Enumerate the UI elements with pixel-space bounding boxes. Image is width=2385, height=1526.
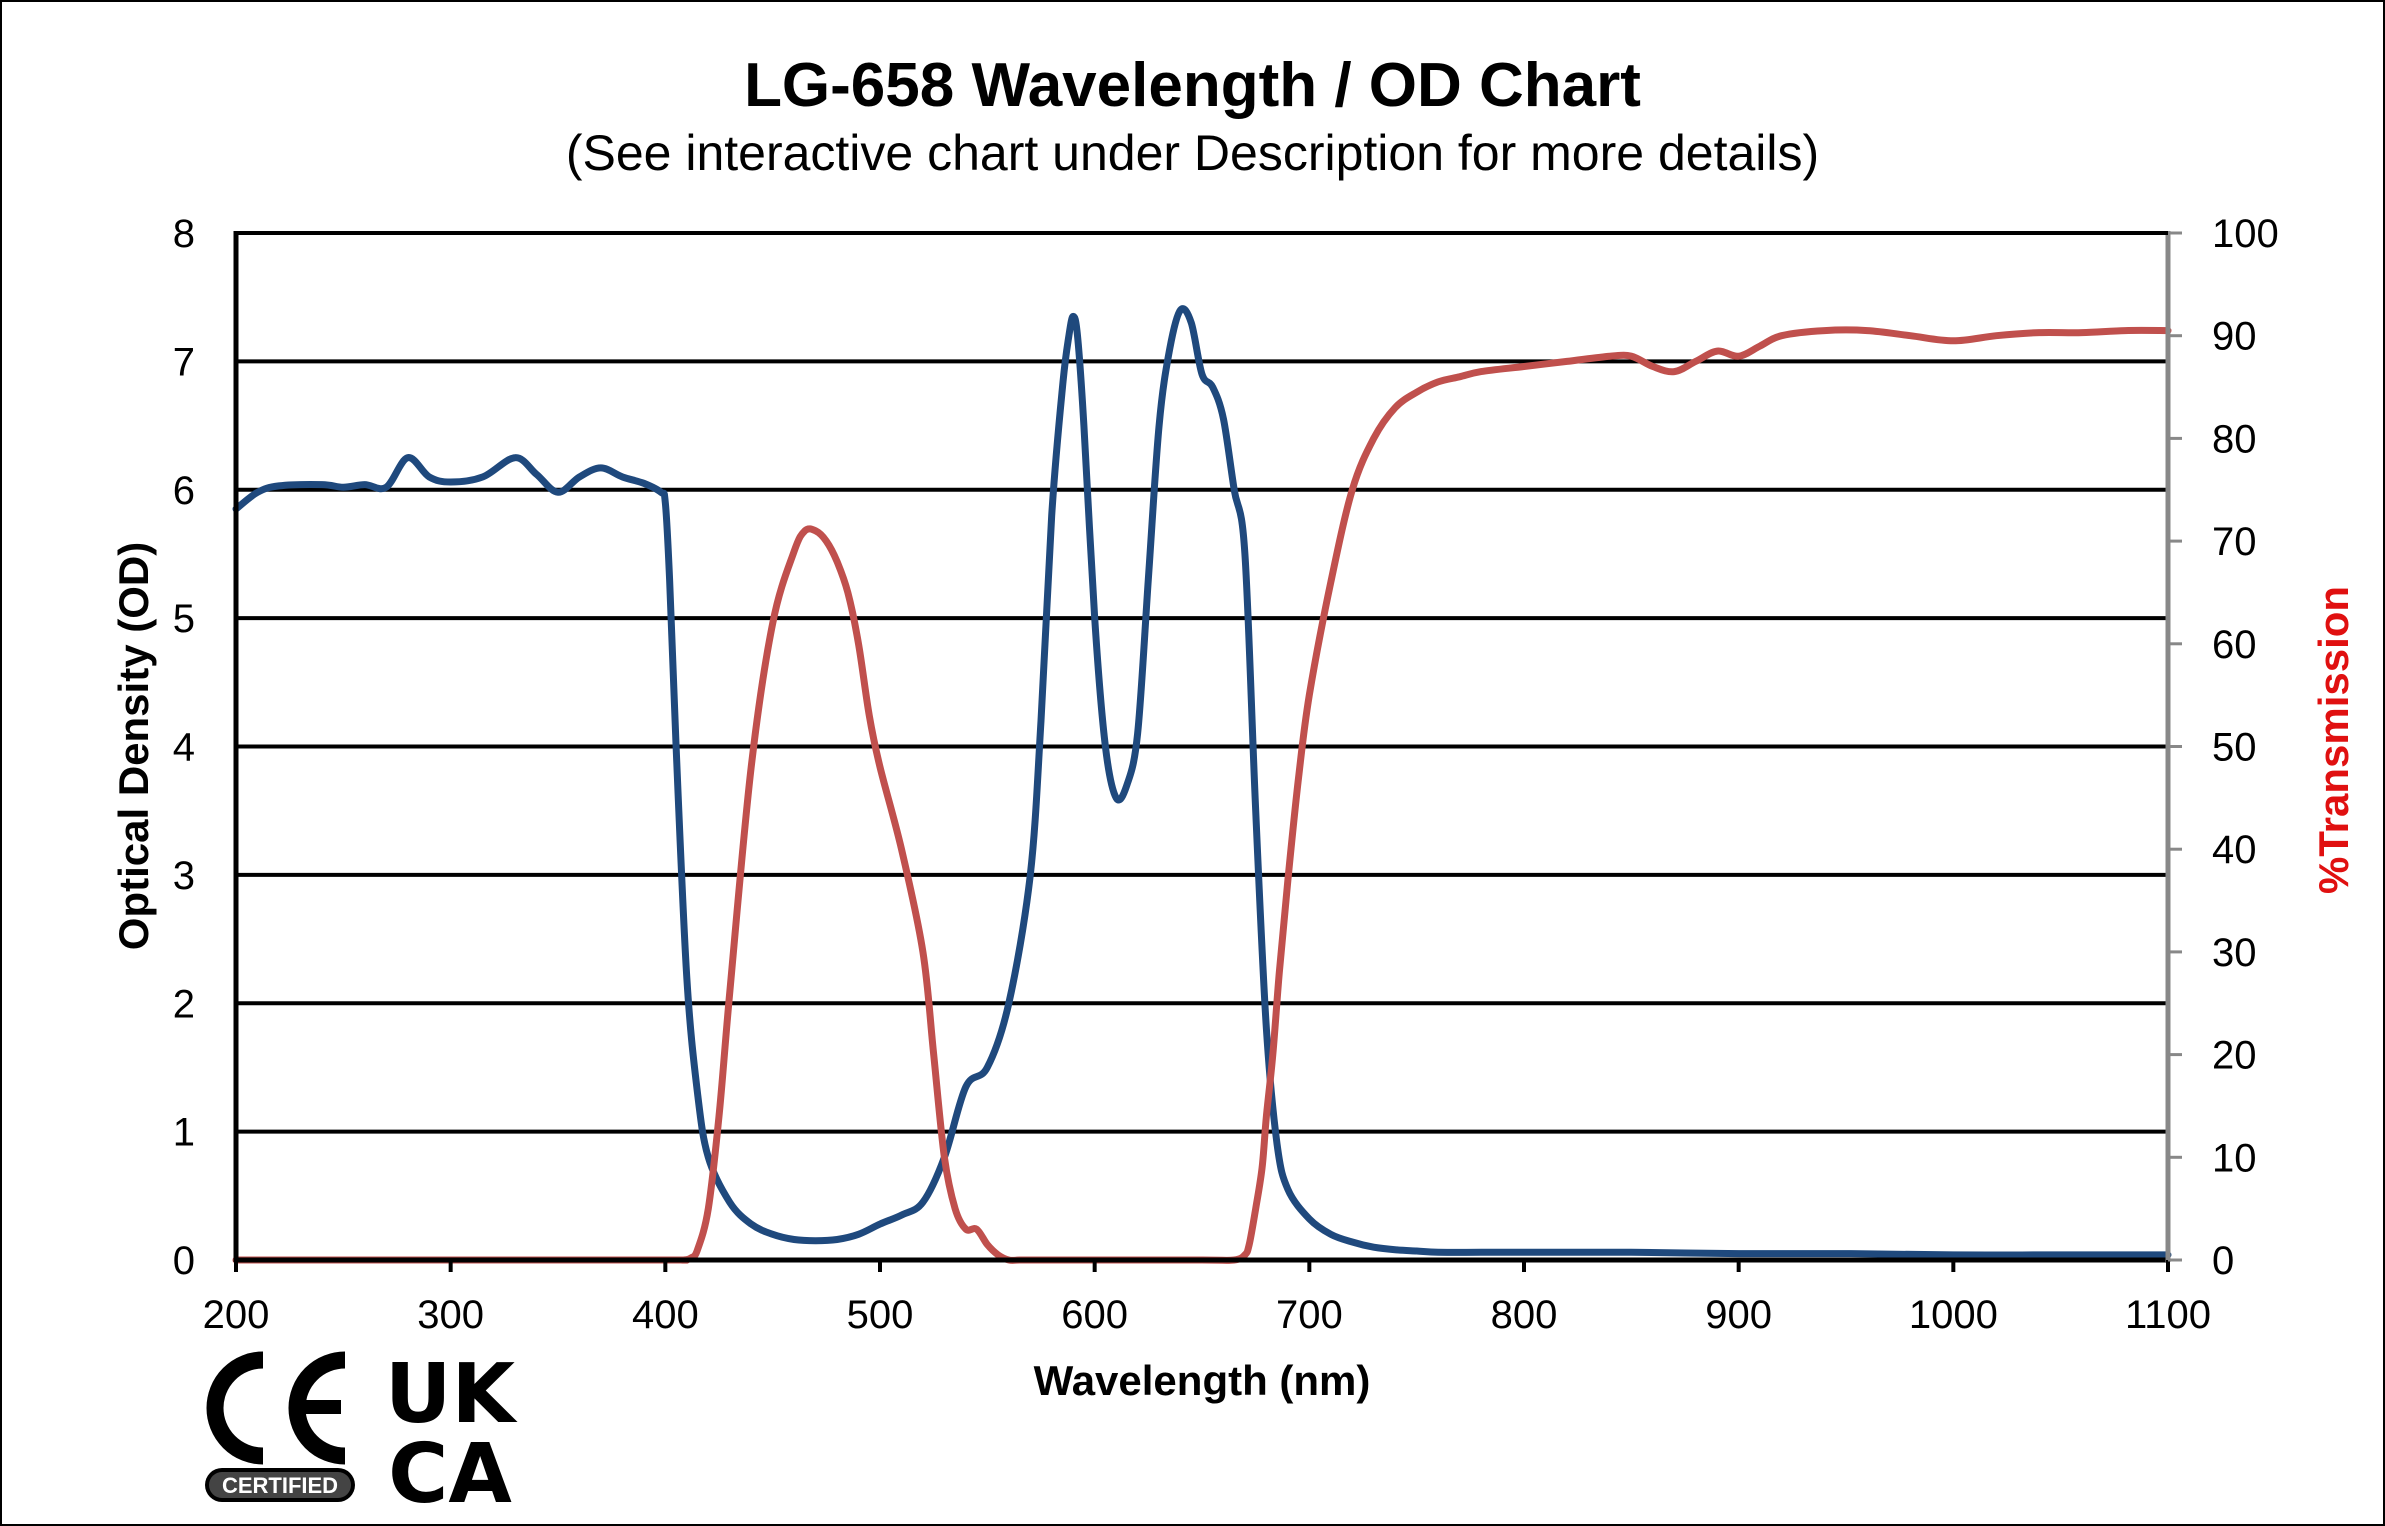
y2-tick-label-70: 70	[2212, 520, 2257, 564]
y-tick-label-2: 2	[173, 982, 195, 1026]
series-layer	[232, 305, 2172, 1264]
y2-tick-label-20: 20	[2212, 1034, 2257, 1078]
x-tick-label-700: 700	[1276, 1293, 1343, 1337]
x-tick-label-600: 600	[1061, 1293, 1128, 1337]
y-tick-label-4: 4	[173, 726, 195, 770]
y2-tick-label-10: 10	[2212, 1136, 2257, 1180]
y-axis-label: Optical Density (OD)	[110, 542, 157, 950]
x-tick-labels: 200 300 400 500 600 700 800 900 1000 1100	[203, 1293, 2211, 1337]
ukca-line1: UK	[385, 1350, 519, 1442]
y-tick-label-8: 8	[173, 212, 195, 256]
y-tick-labels: 0 1 2 3 4 5 6 7 8	[173, 212, 195, 1283]
y-tick-label-3: 3	[173, 854, 195, 898]
y2-tick-label-60: 60	[2212, 623, 2257, 667]
x-tick-label-500: 500	[847, 1293, 914, 1337]
ukca-mark-icon: UK CA	[385, 1350, 519, 1510]
y-tick-label-1: 1	[173, 1111, 195, 1155]
y2-axis-label: %Transmission	[2310, 586, 2357, 894]
y-tick-label-5: 5	[173, 597, 195, 641]
chart-title: LG-658 Wavelength / OD Chart	[744, 51, 1641, 120]
x-tick-label-1000: 1000	[1909, 1293, 1998, 1337]
y2-tick-label-0: 0	[2212, 1239, 2234, 1283]
y2-tick-label-80: 80	[2212, 417, 2257, 461]
y2-tick-label-90: 90	[2212, 315, 2257, 359]
x-axis-label: Wavelength (nm)	[1034, 1357, 1371, 1404]
y2-tick-label-100: 100	[2212, 212, 2279, 256]
x-tick-label-900: 900	[1705, 1293, 1772, 1337]
y2-tick-label-30: 30	[2212, 931, 2257, 975]
x-tick-label-300: 300	[417, 1293, 484, 1337]
y2-tick-label-50: 50	[2212, 726, 2257, 770]
ce-mark-icon	[206, 1351, 346, 1465]
x-tick-label-400: 400	[632, 1293, 699, 1337]
certified-text: CERTIFIED	[222, 1473, 338, 1498]
axes	[233, 231, 2182, 1272]
y2-tick-label-40: 40	[2212, 828, 2257, 872]
y-tick-label-0: 0	[173, 1239, 195, 1283]
y-tick-label-7: 7	[173, 340, 195, 384]
certified-badge: CERTIFIED	[205, 1468, 355, 1502]
x-tick-label-1100: 1100	[2125, 1293, 2211, 1337]
y-tick-label-6: 6	[173, 469, 195, 513]
certification-logos: CERTIFIED UK CA	[205, 1350, 519, 1510]
series-line-optical-density	[232, 305, 2172, 1259]
x-tick-label-800: 800	[1491, 1293, 1558, 1337]
x-tick-label-200: 200	[203, 1293, 270, 1337]
ukca-line2: CA	[388, 1427, 512, 1510]
y2-tick-labels: 0 10 20 30 40 50 60 70 80 90 100	[2212, 212, 2279, 1283]
series-line-transmission	[232, 326, 2172, 1264]
chart-subtitle: (See interactive chart under Description…	[565, 125, 1820, 181]
